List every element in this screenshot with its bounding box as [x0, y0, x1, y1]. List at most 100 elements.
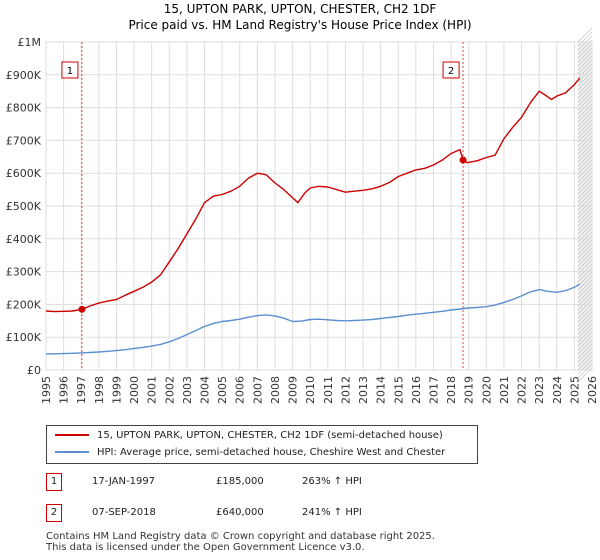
x-tick-label: 2009 — [287, 376, 300, 404]
hatch-line — [577, 151, 593, 167]
y-tick-label: £700K — [6, 134, 42, 147]
hatch-line — [577, 283, 593, 299]
hatch-line — [577, 243, 593, 259]
hatch-line — [577, 167, 593, 183]
price-chart: £0 £100K £200K £300K £400K £500K £600K £700K £80… — [6, 27, 599, 404]
legend-swatch-hpi — [55, 451, 89, 453]
x-tick-label: 2003 — [181, 376, 194, 404]
hatch-line — [577, 63, 593, 79]
property-price-line — [45, 77, 581, 313]
x-tick-label: 2008 — [269, 376, 282, 404]
hatch-line — [577, 87, 593, 103]
y-tick-label: £900K — [6, 69, 42, 82]
footer-attribution: Contains HM Land Registry data © Crown c… — [46, 531, 586, 553]
event-badge — [442, 61, 460, 79]
hatch-line — [577, 91, 593, 107]
hatch-line — [577, 103, 593, 119]
x-tick-label: 1998 — [93, 376, 106, 404]
hatch-line — [577, 135, 593, 151]
hatch-line — [577, 359, 593, 375]
hatch-line — [577, 43, 593, 59]
x-tick-label: 2004 — [199, 376, 212, 404]
x-tick-label: 1995 — [40, 376, 53, 404]
hatch-line — [577, 47, 593, 63]
hatch-line — [577, 323, 593, 339]
transaction-hpi-change: 263% ↑ HPI — [302, 476, 362, 487]
hatch-line — [577, 31, 593, 47]
legend-item-property: 15, UPTON PARK, UPTON, CHESTER, CH2 1DF … — [55, 429, 443, 443]
y-tick-label: £400K — [6, 233, 42, 246]
x-tick-label: 2016 — [410, 376, 423, 404]
hatch-line — [577, 319, 593, 335]
x-tick-label: 2011 — [322, 376, 335, 404]
hatch-line — [577, 355, 593, 371]
hatch-line — [577, 183, 593, 199]
hatch-line — [577, 127, 593, 143]
hatch-line — [577, 143, 593, 159]
y-tick-label: £800K — [6, 102, 42, 115]
hatch-line — [577, 327, 593, 343]
hatch-line — [577, 83, 593, 99]
legend-label-hpi: HPI: Average price, semi-detached house,… — [97, 447, 446, 458]
hatch-line — [577, 219, 593, 235]
hatch-line — [577, 131, 593, 147]
hatch-line — [577, 187, 593, 203]
x-tick-label: 2026 — [586, 376, 599, 404]
chart-title-line2: Price paid vs. HM Land Registry's House … — [128, 18, 472, 32]
hatch-line — [577, 223, 593, 239]
hatch-line — [577, 251, 593, 267]
y-tick-label: £0 — [27, 364, 41, 377]
hatch-line — [577, 115, 593, 131]
hatch-line — [577, 303, 593, 319]
x-tick-label: 2006 — [234, 376, 247, 404]
hatch-line — [577, 227, 593, 243]
x-tick-label: 2015 — [392, 376, 405, 404]
hatch-line — [577, 55, 593, 71]
x-tick-label: 2001 — [146, 376, 159, 404]
x-tick-label: 2000 — [128, 376, 141, 404]
hatch-line — [577, 123, 593, 139]
transaction-price: £185,000 — [216, 476, 264, 487]
hatch-line — [577, 139, 593, 155]
x-tick-label: 2023 — [533, 376, 546, 404]
y-tick-label: £500K — [6, 200, 42, 213]
transaction-row: 2 07-SEP-2018 £640,000 241% ↑ HPI — [46, 503, 546, 523]
x-tick-label: 2002 — [163, 376, 176, 404]
hatch-line — [577, 111, 593, 127]
hatch-line — [577, 271, 593, 287]
hatch-line — [577, 175, 593, 191]
y-tick-label: £300K — [6, 266, 42, 279]
hatch-line — [577, 155, 593, 171]
hatch-line — [577, 163, 593, 179]
hatch-line — [577, 59, 593, 75]
hatch-line — [577, 239, 593, 255]
hatch-line — [577, 299, 593, 315]
hatch-line — [577, 79, 593, 95]
hatch-line — [577, 159, 593, 175]
hatch-line — [577, 291, 593, 307]
hatch-line — [577, 119, 593, 135]
hatch-line — [577, 335, 593, 351]
x-tick-label: 2024 — [551, 376, 564, 404]
x-tick-label: 2010 — [304, 376, 317, 404]
legend-label-property: 15, UPTON PARK, UPTON, CHESTER, CH2 1DF … — [97, 430, 443, 441]
transaction-price: £640,000 — [216, 507, 264, 518]
hatch-line — [577, 99, 593, 115]
hatch-line — [577, 191, 593, 207]
hatch-line — [577, 215, 593, 231]
x-tick-label: 2019 — [463, 376, 476, 404]
chart-legend: 15, UPTON PARK, UPTON, CHESTER, CH2 1DF … — [46, 425, 478, 464]
sale-point — [78, 305, 86, 313]
hatch-line — [577, 315, 593, 331]
transaction-date: 17-JAN-1997 — [92, 476, 156, 487]
hatch-line — [577, 199, 593, 215]
hatch-line — [577, 295, 593, 311]
hatch-line — [577, 71, 593, 87]
transaction-marker-badge: 1 — [46, 473, 62, 491]
x-tick-label: 2025 — [568, 376, 581, 404]
hatch-line — [577, 179, 593, 195]
hatch-line — [577, 311, 593, 327]
hatch-line — [577, 363, 593, 379]
hatch-line — [577, 171, 593, 187]
y-tick-label: £600K — [6, 167, 42, 180]
